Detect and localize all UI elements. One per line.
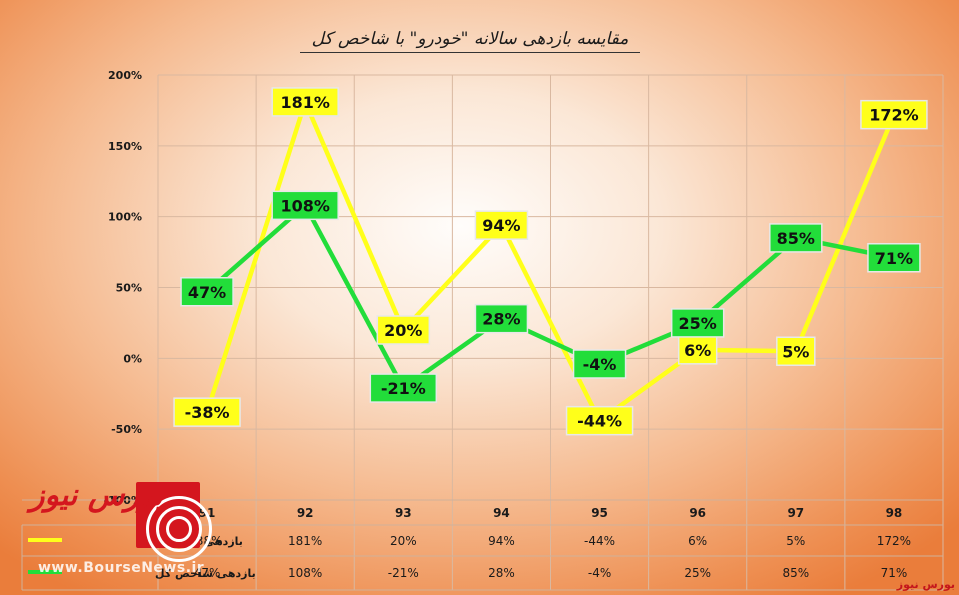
- data-label: 85%: [769, 223, 823, 253]
- data-labels: -38% 181% 20% 94% -44% 6% 5% 172% 47% 108% -21% 28%…: [173, 87, 928, 436]
- logo-emblem: [136, 482, 212, 562]
- y-tick-label: 200%: [108, 69, 142, 82]
- data-label-text: 47%: [188, 283, 226, 302]
- table-cell: 181%: [288, 534, 322, 548]
- table-cell: 25%: [684, 566, 711, 580]
- chart-title: مقایسه بازدهی سالانه "خودرو" با شاخص کل: [300, 26, 640, 53]
- data-label-box: [860, 99, 928, 130]
- category-label: 92: [297, 506, 314, 520]
- category-label: 98: [886, 506, 903, 520]
- table-cell: 6%: [688, 534, 707, 548]
- data-label-box: [474, 210, 529, 240]
- logo-text: بورس نیوز: [30, 478, 163, 513]
- data-label-text: -4%: [583, 355, 617, 374]
- data-label: 71%: [867, 243, 921, 273]
- data-label: -44%: [565, 405, 634, 436]
- data-label-text: 28%: [482, 310, 520, 329]
- data-label: 94%: [474, 210, 529, 240]
- table-cell: 94%: [488, 534, 515, 548]
- y-axis-ticks: 200%150%100%50%0%-50%-100%: [103, 69, 142, 507]
- y-tick-label: 150%: [108, 140, 142, 153]
- table-cell: 108%: [288, 566, 322, 580]
- data-label-text: 181%: [280, 93, 329, 112]
- grid-lines: [157, 74, 944, 590]
- category-label: 97: [787, 506, 804, 520]
- data-label: 20%: [376, 315, 431, 345]
- y-tick-label: 50%: [116, 282, 142, 295]
- data-label-box: [271, 87, 339, 117]
- data-label: 28%: [474, 303, 529, 334]
- data-label-box: [867, 243, 921, 273]
- table-cell: 172%: [877, 534, 911, 548]
- table-cell: 5%: [786, 534, 805, 548]
- data-label-box: [769, 223, 823, 253]
- data-label-box: [572, 349, 627, 379]
- table-cell: 71%: [881, 566, 908, 580]
- data-label-box: [776, 336, 816, 366]
- data-label-text: 85%: [777, 229, 815, 248]
- data-label-text: 6%: [684, 341, 711, 360]
- data-label-text: 5%: [782, 342, 809, 361]
- table-cell: 28%: [488, 566, 515, 580]
- data-label-box: [271, 190, 339, 221]
- data-label-text: -44%: [577, 412, 622, 431]
- table-cell: -21%: [388, 566, 419, 580]
- data-label: 5%: [776, 336, 816, 366]
- category-label: 95: [591, 506, 608, 520]
- data-label: 181%: [271, 87, 339, 117]
- category-label: 94: [493, 506, 510, 520]
- data-label: -21%: [369, 373, 438, 403]
- data-label: 25%: [670, 308, 725, 338]
- data-label: -4%: [572, 349, 627, 379]
- data-label-text: -38%: [185, 403, 230, 422]
- data-label-box: [670, 308, 725, 338]
- y-tick-label: 0%: [123, 352, 142, 365]
- data-label-box: [565, 405, 634, 436]
- data-label-text: 108%: [280, 196, 329, 215]
- data-label: 6%: [677, 335, 718, 365]
- data-label-text: 172%: [869, 106, 918, 125]
- data-label-box: [474, 303, 529, 334]
- table-cell: 47%: [194, 566, 221, 580]
- data-label-box: [376, 315, 431, 345]
- data-label-box: [369, 373, 438, 403]
- legend-entry-1: بازدهی شاخص کل: [155, 567, 256, 580]
- data-label-text: 94%: [482, 216, 520, 235]
- data-label-box: [180, 277, 234, 307]
- y-tick-label: -50%: [111, 423, 142, 436]
- table-cell: -44%: [584, 534, 615, 548]
- data-label-text: 20%: [384, 321, 422, 340]
- watermark: بورس نیوز: [896, 578, 955, 591]
- category-label: 96: [689, 506, 706, 520]
- y-tick-label: 100%: [108, 211, 142, 224]
- table-cell: 20%: [390, 534, 417, 548]
- table-cell: 85%: [782, 566, 809, 580]
- data-label-text: 25%: [679, 314, 717, 333]
- data-label-text: -21%: [381, 379, 426, 398]
- table-cell: -4%: [588, 566, 611, 580]
- logo-site: www.BourseNews.ir: [38, 560, 205, 576]
- data-label: -38%: [173, 397, 241, 427]
- brand-logo: بورس نیوز www.BourseNews.ir: [22, 478, 212, 578]
- data-label: 172%: [860, 99, 928, 130]
- data-label-text: 71%: [875, 249, 913, 268]
- data-label-box: [173, 397, 241, 427]
- data-label: 108%: [271, 190, 339, 221]
- category-label: 93: [395, 506, 412, 520]
- data-label: 47%: [180, 277, 234, 307]
